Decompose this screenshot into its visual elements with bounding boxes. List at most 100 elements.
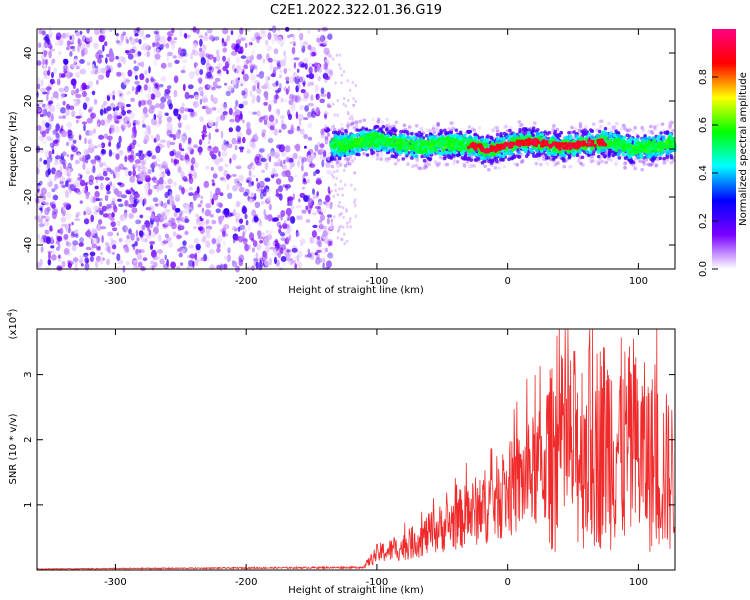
spectrogram-noise-cell <box>198 34 204 39</box>
spectrogram-noise-cell <box>289 162 295 168</box>
spectrogram-noise-cell <box>191 157 196 165</box>
spectrogram-noise-cell <box>184 33 188 39</box>
spectrogram-noise-cell <box>303 117 309 121</box>
spectrogram-noise-cell <box>256 110 261 117</box>
spectrogram-noise-cell <box>128 170 132 176</box>
spectrogram-noise-cell <box>133 198 140 204</box>
spectrogram-signal-cell <box>663 130 667 135</box>
spectrogram-noise-cell <box>153 46 159 54</box>
spectrogram-noise-cell <box>71 146 78 153</box>
spectrogram-noise-cell <box>157 213 162 217</box>
spectrogram-noise-cell <box>118 203 124 208</box>
spectrogram-noise-cell <box>101 104 105 110</box>
spectrogram-noise-cell <box>287 85 291 92</box>
spectrogram-noise-cell <box>187 137 192 144</box>
spectrogram-signal-cell <box>621 152 626 157</box>
spectrogram-noise-cell <box>343 96 346 101</box>
spectrogram-noise-cell <box>63 68 68 74</box>
spectrogram-signal-cell <box>608 134 612 139</box>
spectrogram-noise-cell <box>178 142 182 151</box>
spectrogram-signal-cell <box>510 151 514 156</box>
spectrogram-noise-cell <box>258 117 263 123</box>
spectrogram-noise-cell <box>284 164 288 172</box>
spectrogram-noise-cell <box>310 94 314 101</box>
spectrogram-noise-cell <box>296 261 303 269</box>
spectrogram-noise-cell <box>286 227 291 235</box>
spectrogram-noise-cell <box>79 258 84 265</box>
spectrogram-noise-cell <box>235 165 242 170</box>
spectrogram-noise-cell <box>126 145 131 154</box>
spectrogram-noise-cell <box>157 249 163 254</box>
spectrogram-noise-cell <box>75 71 80 79</box>
spectrogram-noise-cell <box>62 65 68 70</box>
spectrogram-noise-cell <box>190 253 195 260</box>
spectrogram-signal-cell <box>521 128 526 133</box>
spectrogram-noise-cell <box>119 111 123 117</box>
spectrogram-signal-cell <box>499 131 503 136</box>
spectrogram-noise-cell <box>50 245 55 249</box>
spectrogram-noise-cell <box>249 55 255 61</box>
spectrogram-noise-cell <box>287 252 291 260</box>
spectrogram-noise-cell <box>256 36 262 40</box>
spectrogram-noise-cell <box>268 114 275 123</box>
spectrogram-noise-cell <box>243 64 249 70</box>
spectrogram-noise-cell <box>267 32 272 40</box>
spectrogram-noise-cell <box>79 59 85 64</box>
spectrogram-noise-cell <box>147 99 153 106</box>
spectrogram-noise-cell <box>39 157 43 162</box>
spectrogram-noise-cell <box>238 174 245 181</box>
spectrogram-noise-cell <box>178 212 183 219</box>
spectrogram-noise-cell <box>93 128 96 134</box>
spectrogram-noise-cell <box>255 252 259 259</box>
spectrogram-noise-cell <box>169 141 176 146</box>
spectrogram-noise-cell <box>124 225 128 232</box>
spectrogram-noise-cell <box>160 139 166 143</box>
spectrogram-noise-cell <box>213 56 217 63</box>
spectrogram-noise-cell <box>132 259 139 264</box>
spectrogram-noise-cell <box>231 173 237 177</box>
spectrogram-noise-cell <box>43 64 47 69</box>
spectrogram-noise-cell <box>70 154 74 161</box>
spectrogram-noise-cell <box>285 156 291 163</box>
spectrogram-signal-cell <box>483 163 487 168</box>
spectrogram-signal-cell <box>445 162 450 167</box>
spectrogram-noise-cell <box>230 50 238 56</box>
spectrogram-noise-cell <box>335 53 339 57</box>
spectrogram-noise-cell <box>80 263 84 267</box>
spectrogram-noise-cell <box>222 230 226 238</box>
spectrogram-noise-cell <box>85 246 92 251</box>
figure-title: C2E1.2022.322.01.36.G19 <box>270 3 442 18</box>
spectrogram-noise-cell <box>153 30 159 35</box>
spectrogram-noise-cell <box>235 99 239 107</box>
spectrogram-noise-cell <box>224 163 229 168</box>
spectrogram-noise-cell <box>194 258 199 267</box>
spectrogram-noise-cell <box>182 114 188 121</box>
spectrogram-noise-cell <box>144 113 149 118</box>
spectrogram-noise-cell <box>125 189 131 194</box>
spectrogram-noise-cell <box>94 190 100 198</box>
spectrogram-noise-cell <box>244 244 250 252</box>
spectrogram-signal-cell <box>414 154 419 159</box>
spectrogram-noise-cell <box>146 93 152 99</box>
spectrogram-noise-cell <box>187 108 194 113</box>
spectrogram-noise-cell <box>285 236 290 242</box>
spectrogram-noise-cell <box>324 124 328 130</box>
spectrogram-noise-cell <box>180 262 184 266</box>
spectrogram-noise-cell <box>141 236 144 243</box>
spectrogram-noise-cell <box>116 220 121 226</box>
spectrogram-noise-cell <box>115 125 120 134</box>
spectrogram-noise-cell <box>330 189 333 193</box>
spectrogram-noise-cell <box>128 111 135 120</box>
spectrogram-noise-cell <box>354 214 357 218</box>
spectrogram-noise-cell <box>129 142 136 150</box>
spectrogram-noise-cell <box>235 65 242 71</box>
spectrogram-noise-cell <box>160 209 165 215</box>
spectrogram-noise-cell <box>288 199 293 206</box>
spectrogram-noise-cell <box>51 211 58 220</box>
spectrogram-noise-cell <box>227 85 234 91</box>
spectrogram-noise-cell <box>324 68 331 74</box>
spectrogram-noise-cell <box>74 159 80 165</box>
spectrogram-noise-cell <box>138 152 145 161</box>
spectrogram-noise-cell <box>101 235 104 244</box>
